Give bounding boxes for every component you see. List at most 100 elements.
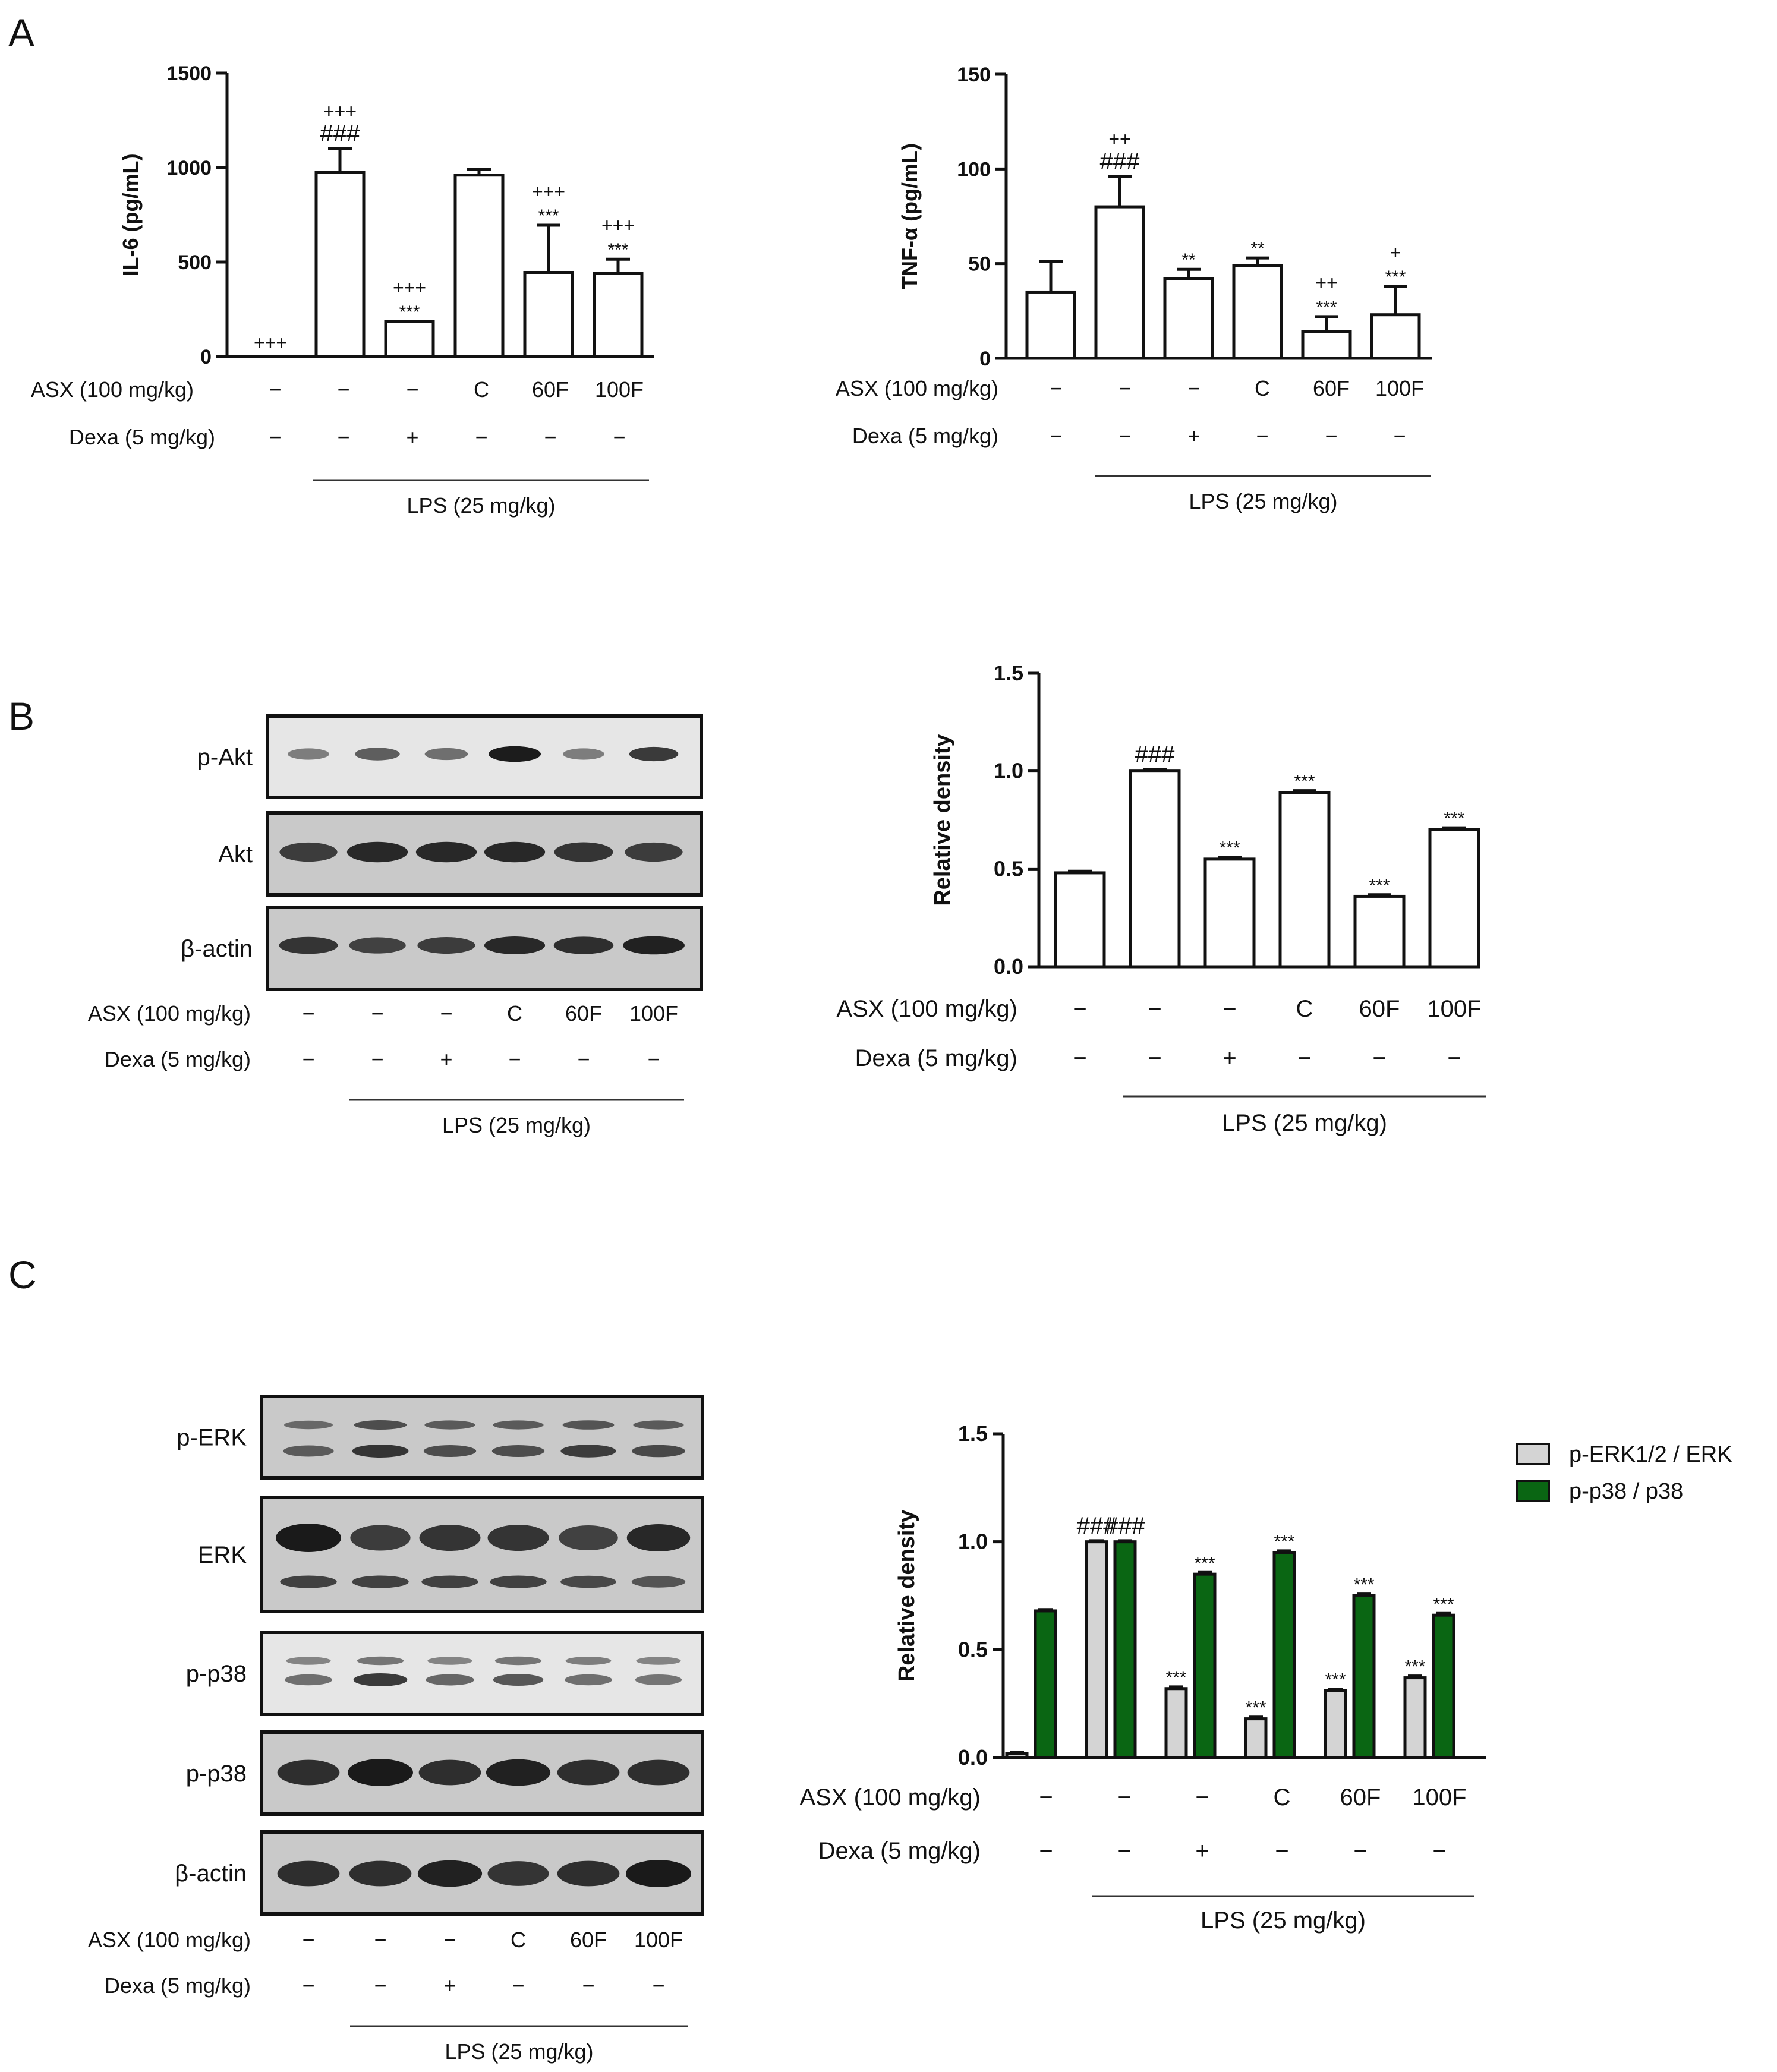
blot-band [636,1657,681,1665]
blot-band [563,748,604,760]
legend-label: p-p38 / p38 [1569,1479,1683,1504]
significance-marker: ### [1077,1513,1117,1539]
blot-band [627,1759,690,1786]
dexa-value: − [302,1047,314,1071]
asx-value: − [337,377,349,402]
blot-band [635,1674,682,1685]
blot-band [350,1525,411,1551]
blot-band [349,1860,412,1887]
asx-value: − [1117,1784,1131,1811]
blot-band [491,1445,545,1457]
significance-marker: *** [1433,1594,1454,1614]
significance-marker: ### [1100,149,1140,175]
legend-swatch [1516,1443,1550,1465]
asx-value: − [1187,376,1200,400]
dexa-value: − [652,1973,664,1998]
dexa-value: − [374,1973,386,1998]
bar [1403,1676,1427,1759]
bar [1163,277,1214,360]
dexa-value: − [647,1047,660,1071]
treatment-table-mapk: ASX (100 mg/kg) Dexa (5 mg/kg) − − − − − + C − 60F… [799,1784,1474,1934]
panel-label-a: A [8,11,34,55]
dexa-value: + [440,1047,452,1071]
dexa-row-label: Dexa (5 mg/kg) [852,424,998,448]
panel-label-c: C [8,1253,37,1297]
dexa-value: − [1050,424,1062,448]
dexa-value: + [1223,1045,1236,1071]
asx-value: − [302,1928,314,1952]
significance-marker: ++ [1315,272,1337,294]
dexa-row-label: Dexa (5 mg/kg) [855,1045,1017,1071]
bar [1054,871,1106,969]
blot-band [415,841,477,863]
dexa-row-label: Dexa (5 mg/kg) [69,425,215,449]
blot-band [560,1445,616,1458]
blot-band [486,1759,551,1786]
dexa-value: − [1393,424,1406,448]
asx-value: C [1274,1784,1291,1811]
blot-band [554,842,613,862]
significance-marker: *** [1274,1532,1294,1551]
blot-band [353,1673,408,1686]
asx-value: 100F [595,377,644,402]
y-tick-label: 1.5 [958,1421,988,1446]
bar [1432,1613,1455,1759]
significance-marker: *** [1444,809,1464,828]
treatment-table-il6: ASX (100 mg/kg) Dexa (5 mg/kg) − − − − − + C − 60F… [31,377,649,518]
bar [1301,330,1352,360]
bar [593,272,644,358]
blot-band [357,1656,404,1666]
lps-label: LPS (25 mg/kg) [1222,1110,1387,1136]
asx-row-label: ASX (100 mg/kg) [88,1001,251,1026]
bar [1193,1572,1217,1759]
blot-band [426,1674,474,1686]
asx-value: C [1255,376,1270,400]
asx-value: 60F [570,1928,607,1952]
blot-band [277,1860,340,1887]
y-tick-label: 500 [178,251,212,274]
bar [1272,1551,1296,1759]
akt-density-bar-chart: 0.0 0.5 1.0 1.5 Relative density ### *** *** ***… [930,661,1480,979]
blot-band [626,1860,691,1887]
dexa-value: − [613,425,625,449]
blot-band [562,1420,615,1430]
dexa-row-label: Dexa (5 mg/kg) [818,1838,981,1864]
asx-value: 100F [634,1928,683,1952]
y-tick-label: 1.0 [958,1529,988,1554]
blot-band [565,1674,612,1686]
blot-band [625,842,683,862]
bar [1428,828,1480,969]
y-tick-label: 0 [200,346,212,368]
y-axis-label: Relative density [894,1510,919,1682]
blot-band [632,1445,685,1458]
legend-label: p-ERK1/2 / ERK [1569,1442,1732,1467]
asx-row-label: ASX (100 mg/kg) [31,377,194,402]
bar [1113,1540,1137,1759]
dexa-value: + [1195,1838,1209,1864]
significance-marker: *** [1385,267,1406,287]
bar [1094,205,1145,360]
asx-value: − [374,1928,386,1952]
blot-band [553,936,614,954]
lps-label: LPS (25 mg/kg) [442,1113,591,1137]
significance-marker: *** [1369,876,1390,895]
blot-band [423,1445,477,1457]
significance-marker: *** [1325,1670,1346,1689]
dexa-value: − [475,425,487,449]
dexa-value: − [1073,1045,1086,1071]
western-blot-c: p-ERK ERK p-p38 p-p38 β-actin [175,1395,704,1916]
dexa-value: − [371,1047,383,1071]
blot-band [489,746,541,762]
asx-value: 60F [1359,996,1400,1022]
significance-marker: ** [1181,250,1196,270]
blot-band [354,1420,407,1430]
dexa-value: + [406,425,418,449]
significance-marker: ### [1135,742,1175,768]
dexa-value: − [1118,424,1131,448]
significance-marker: +++ [532,181,565,202]
dexa-value: − [1325,424,1337,448]
blot-band [623,936,685,955]
blot-label: p-ERK [177,1425,247,1451]
panel-label-b: B [8,694,34,738]
